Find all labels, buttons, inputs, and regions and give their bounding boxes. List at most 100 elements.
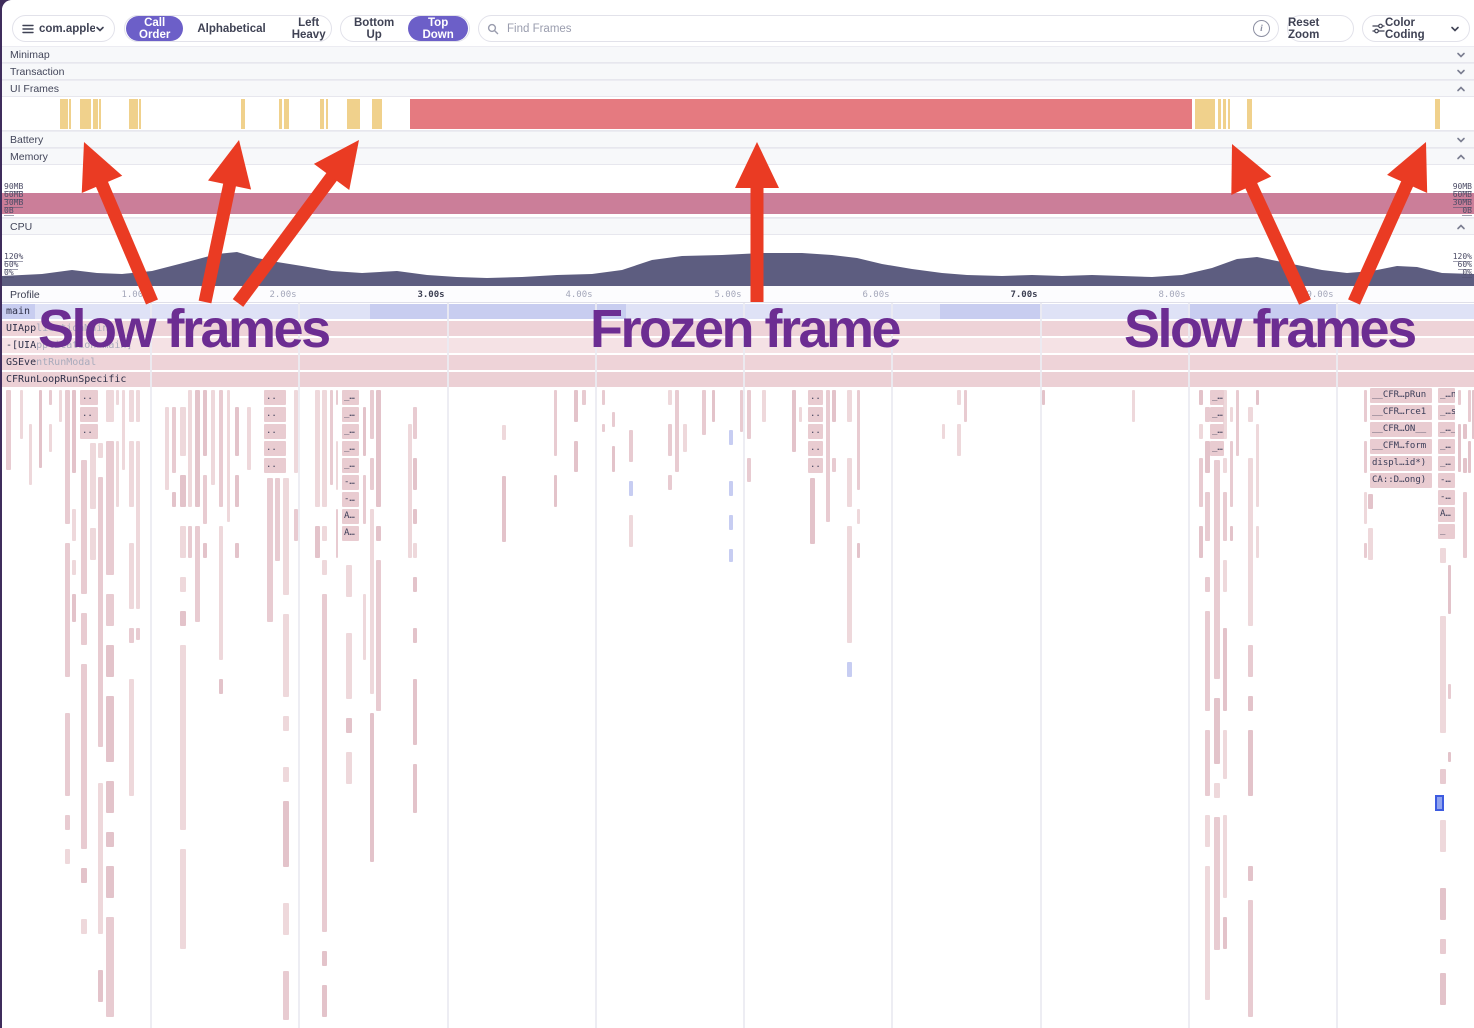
flame-bar[interactable] bbox=[747, 390, 751, 439]
flame-frame[interactable]: A… bbox=[1438, 507, 1455, 522]
bottom-up-button[interactable]: Bottom Up bbox=[341, 16, 407, 41]
flame-bar[interactable] bbox=[1256, 390, 1259, 405]
flame-bar[interactable] bbox=[346, 565, 352, 597]
flame-bar[interactable] bbox=[832, 458, 836, 472]
flame-bar[interactable] bbox=[1248, 645, 1253, 677]
flame-bar[interactable] bbox=[49, 390, 52, 405]
flame-bar[interactable] bbox=[1214, 460, 1220, 679]
flame-bar[interactable] bbox=[847, 662, 852, 677]
flame-bar[interactable] bbox=[322, 985, 327, 1017]
flame-frame[interactable]: -… bbox=[1438, 490, 1455, 505]
flame-bar[interactable] bbox=[203, 475, 207, 524]
flame-frame[interactable]: _…n bbox=[1438, 388, 1455, 403]
flame-bar[interactable] bbox=[857, 390, 860, 490]
flame-bar[interactable] bbox=[90, 443, 96, 509]
flame-bar[interactable] bbox=[1248, 730, 1253, 796]
flame-bar[interactable] bbox=[1468, 441, 1471, 473]
flame-bar[interactable] bbox=[1230, 441, 1233, 507]
flame-bar[interactable] bbox=[1205, 611, 1210, 711]
flame-frame[interactable]: -… bbox=[342, 475, 359, 490]
flame-bar[interactable] bbox=[315, 526, 320, 558]
flame-bar[interactable] bbox=[574, 390, 578, 422]
flame-bar[interactable] bbox=[180, 526, 186, 558]
flame-bar[interactable] bbox=[554, 475, 557, 507]
flame-bar[interactable] bbox=[106, 917, 114, 1017]
slow-frame-bar[interactable] bbox=[1218, 99, 1221, 129]
flame-bar[interactable] bbox=[90, 528, 96, 560]
flame-bar[interactable] bbox=[702, 390, 706, 435]
flame-frame[interactable]: .. bbox=[80, 424, 98, 439]
flame-bar[interactable] bbox=[1205, 866, 1210, 1000]
flame-frame[interactable]: __CFR…pRun bbox=[1370, 388, 1432, 403]
slow-frame-bar[interactable] bbox=[279, 99, 282, 129]
flame-frame[interactable]: __CFM…form bbox=[1370, 439, 1432, 454]
flame-bar[interactable] bbox=[370, 509, 374, 694]
frozen-frame-bar[interactable] bbox=[410, 99, 1192, 129]
flame-bar[interactable] bbox=[413, 458, 417, 490]
stack-row[interactable]: GSEventRunModal bbox=[2, 355, 1474, 370]
flame-bar[interactable] bbox=[847, 390, 852, 422]
flame-bar[interactable] bbox=[195, 526, 200, 622]
flame-bar[interactable] bbox=[1230, 407, 1233, 422]
flame-bar[interactable] bbox=[172, 407, 176, 473]
flame-bar[interactable] bbox=[106, 832, 114, 847]
flame-frame[interactable]: __CFR…rce1 bbox=[1370, 405, 1432, 420]
flame-bar[interactable] bbox=[322, 390, 327, 507]
flame-bar[interactable] bbox=[729, 430, 733, 445]
flame-bar[interactable] bbox=[1223, 628, 1227, 711]
flame-bar[interactable] bbox=[502, 476, 506, 542]
flame-bar[interactable] bbox=[762, 390, 766, 422]
flame-bar[interactable] bbox=[602, 424, 605, 432]
flame-bar[interactable] bbox=[59, 390, 62, 422]
flame-bar[interactable] bbox=[219, 679, 223, 694]
flame-bar[interactable] bbox=[1214, 783, 1220, 798]
flame-bar[interactable] bbox=[612, 446, 615, 472]
flame-bar[interactable] bbox=[129, 679, 134, 796]
flame-bar[interactable] bbox=[810, 478, 815, 544]
flame-bar[interactable] bbox=[106, 390, 114, 422]
flame-bar[interactable] bbox=[1223, 560, 1227, 592]
flame-bar[interactable] bbox=[1368, 494, 1373, 509]
flame-frame[interactable]: _… bbox=[1210, 407, 1224, 422]
flame-frame[interactable]: .. bbox=[808, 390, 823, 405]
flame-bar[interactable] bbox=[408, 424, 412, 558]
flame-bar[interactable] bbox=[106, 696, 114, 762]
flame-bar[interactable] bbox=[98, 970, 103, 1002]
flame-bar[interactable] bbox=[283, 614, 289, 697]
flame-bar[interactable] bbox=[1248, 866, 1253, 881]
flame-bar[interactable] bbox=[336, 441, 338, 490]
flame-bar[interactable] bbox=[98, 443, 103, 458]
slow-frame-bar[interactable] bbox=[93, 99, 98, 129]
flame-bar[interactable] bbox=[211, 390, 215, 485]
flame-bar[interactable] bbox=[1199, 458, 1203, 507]
flame-bar[interactable] bbox=[363, 407, 366, 456]
flame-bar[interactable] bbox=[1440, 820, 1446, 852]
selected-flame-frame[interactable] bbox=[1435, 795, 1444, 811]
flame-bar[interactable] bbox=[554, 390, 557, 456]
stack-row[interactable]: -[UIApplication main] bbox=[2, 338, 1474, 353]
slow-frame-bar[interactable] bbox=[320, 99, 324, 129]
flame-frame[interactable]: _… bbox=[1438, 456, 1455, 471]
flame-bar[interactable] bbox=[72, 560, 76, 575]
flame-bar[interactable] bbox=[294, 390, 298, 473]
flame-bar[interactable] bbox=[98, 477, 103, 747]
flame-bar[interactable] bbox=[668, 475, 672, 490]
flame-frame[interactable]: .. bbox=[80, 390, 98, 405]
flame-bar[interactable] bbox=[65, 543, 70, 677]
flame-frame[interactable]: .. bbox=[808, 458, 823, 473]
flame-bar[interactable] bbox=[629, 515, 633, 547]
flame-frame[interactable]: _… bbox=[342, 390, 359, 405]
flame-bar[interactable] bbox=[1458, 424, 1461, 472]
flame-bar[interactable] bbox=[283, 801, 289, 867]
flame-bar[interactable] bbox=[668, 424, 672, 456]
flame-bar[interactable] bbox=[1214, 698, 1220, 764]
flame-bar[interactable] bbox=[81, 868, 87, 883]
flame-bar[interactable] bbox=[188, 390, 192, 507]
flame-bar[interactable] bbox=[346, 633, 352, 699]
flame-bar[interactable] bbox=[1256, 424, 1259, 507]
flame-bar[interactable] bbox=[1463, 458, 1467, 473]
flame-bar[interactable] bbox=[683, 424, 687, 452]
flame-bar[interactable] bbox=[729, 549, 733, 562]
flame-bar[interactable] bbox=[195, 390, 200, 507]
flame-bar[interactable] bbox=[136, 390, 140, 422]
